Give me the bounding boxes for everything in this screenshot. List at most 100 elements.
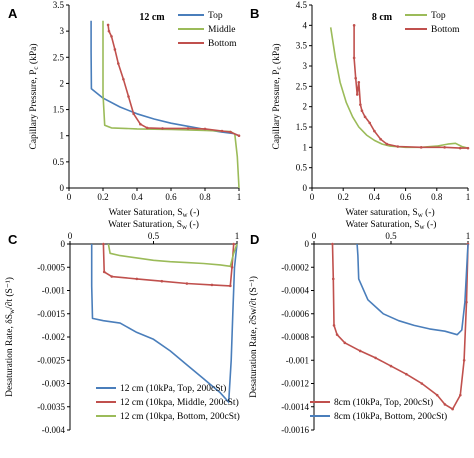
data-point — [203, 127, 207, 131]
y-tick-label: 2.5 — [53, 52, 65, 62]
series-line-2 — [353, 25, 468, 149]
data-point — [352, 56, 356, 60]
data-point — [451, 407, 454, 411]
series-line-2 — [102, 20, 240, 189]
panel-title: 8 cm — [372, 12, 393, 23]
y-tick-label: 0.5 — [53, 157, 65, 167]
data-point — [443, 403, 447, 406]
y-tick-label: -0.0006 — [281, 309, 309, 319]
y-tick-label: 1.5 — [296, 122, 308, 132]
y-tick-label: 3.5 — [296, 41, 308, 51]
data-point — [127, 95, 130, 98]
y-tick-label: 0 — [60, 183, 65, 193]
y-axis-title: Capillary Pressure, Pc (kPa) — [28, 43, 40, 149]
data-point — [139, 122, 142, 126]
data-point — [331, 242, 334, 246]
y-tick-label: 0.5 — [296, 163, 308, 173]
y-tick-label: 1 — [303, 142, 308, 152]
legend-label: 12 cm (10kpa, Middle, 200cSt) — [120, 397, 239, 408]
y-tick-label: -0.002 — [42, 332, 65, 342]
panel-label: C — [8, 232, 18, 247]
y-tick-label: -0.0005 — [37, 262, 65, 272]
data-point — [102, 270, 106, 274]
panel-label: D — [250, 232, 259, 247]
data-point — [405, 372, 408, 376]
x-tick-label: 0.2 — [97, 192, 108, 202]
y-tick-label: 1.5 — [53, 105, 65, 115]
data-point — [466, 146, 470, 150]
y-tick-label: 0 — [61, 239, 66, 249]
data-point — [358, 349, 362, 353]
x-tick-label: 0 — [312, 231, 317, 241]
series-line-1 — [329, 27, 469, 149]
x-axis-title: Water saturation, Sw (-) — [345, 207, 434, 219]
y-tick-label: -0.001 — [42, 286, 65, 296]
data-point — [210, 283, 214, 287]
x-tick-label: 0.5 — [385, 231, 397, 241]
legend-label: Middle — [208, 25, 235, 35]
x-tick-label: 1 — [466, 231, 471, 241]
x-tick-label: 0.8 — [199, 192, 211, 202]
y-axis-title: Desaturation Rate, ∂Sw/∂t (S⁻¹) — [248, 276, 259, 398]
data-point — [160, 279, 164, 283]
data-point — [230, 265, 234, 269]
data-point — [102, 242, 105, 246]
data-point — [354, 76, 357, 80]
x-tick-label: 0.8 — [431, 192, 443, 202]
x-tick-label: 0.4 — [369, 192, 381, 202]
series-line-3 — [107, 24, 240, 137]
x-tick-label: 0 — [310, 192, 315, 202]
y-tick-label: 2 — [60, 78, 65, 88]
y-tick-label: -0.0025 — [37, 355, 65, 365]
y-tick-label: -0.0035 — [37, 402, 65, 412]
data-point — [343, 341, 347, 345]
x-tick-label: 0.4 — [131, 192, 143, 202]
y-tick-label: -0.001 — [286, 355, 309, 365]
series-line-1 — [90, 20, 240, 137]
legend-label: 12 cm (10kPa, Top, 200cSt) — [120, 383, 226, 394]
data-point — [359, 103, 362, 106]
data-point — [396, 145, 400, 148]
x-tick-label: 1 — [466, 192, 471, 202]
x-axis-title: Water Saturation, Sw (-) — [346, 219, 437, 231]
y-tick-label: 1 — [60, 131, 65, 141]
data-point — [357, 80, 361, 84]
data-point — [107, 29, 111, 33]
y-axis-title: Desaturation Rate, δSw/∂t (S⁻¹) — [4, 277, 16, 397]
x-tick-label: 0.2 — [338, 192, 349, 202]
y-tick-label: -0.0012 — [281, 379, 309, 389]
data-point — [232, 242, 235, 246]
legend-label: 8cm (10kPa, Top, 200cSt) — [334, 397, 433, 408]
x-tick-label: 1 — [235, 231, 240, 241]
x-tick-label: 0.5 — [148, 231, 160, 241]
data-point — [220, 129, 224, 133]
data-point — [135, 277, 139, 281]
y-tick-label: 3 — [303, 61, 308, 71]
chart-panel-b: 0 0.5 1 1.5 2 2.5 3 3.5 4 4.5 0 0.2 0.4 0.6 0.8 1 Water … — [250, 0, 470, 219]
x-tick-label: 1 — [237, 192, 242, 202]
data-point — [419, 146, 423, 149]
y-tick-label: -0.004 — [42, 425, 66, 435]
data-point — [352, 24, 356, 27]
data-point — [122, 77, 125, 81]
data-point — [229, 130, 232, 134]
legend-label: Bottom — [208, 39, 237, 49]
panel-title: 12 cm — [139, 12, 165, 23]
y-tick-label: 4.5 — [296, 0, 308, 10]
y-tick-label: -0.0014 — [281, 402, 309, 412]
data-point — [145, 126, 149, 130]
y-tick-label: 4 — [303, 20, 308, 30]
y-tick-label: -0.0002 — [281, 262, 309, 272]
series-line-2 — [102, 243, 235, 287]
data-point — [185, 282, 189, 285]
data-point — [106, 23, 110, 27]
series-line-3 — [107, 243, 238, 268]
x-tick-label: 0.6 — [165, 192, 177, 202]
series-line-2 — [356, 243, 469, 336]
legend-label: 8cm (10kPa, Bottom, 200cSt) — [334, 411, 447, 422]
data-point — [368, 121, 372, 125]
series-line-1 — [331, 243, 469, 410]
y-tick-label: -0.0016 — [281, 425, 309, 435]
chart-panel-a: 0 0.5 1 1.5 2 2.5 3 3.5 0 0.2 0.4 0.6 0.8 1 Water Satu… — [8, 0, 241, 219]
